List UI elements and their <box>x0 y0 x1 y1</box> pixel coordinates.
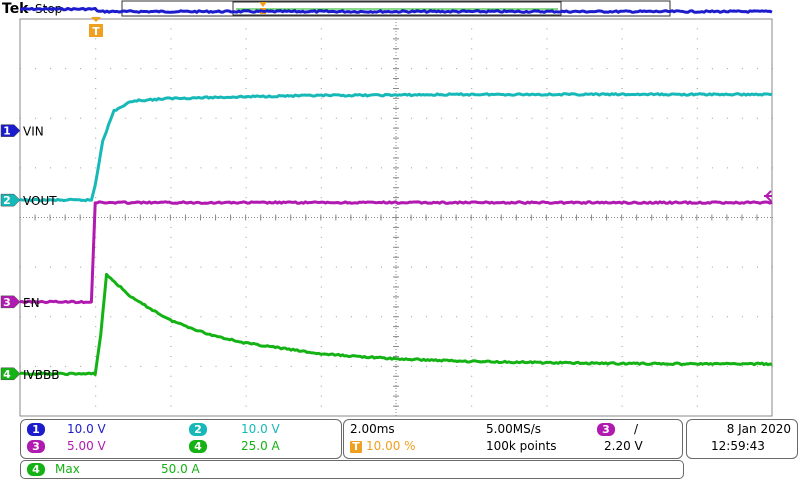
measurement-label: Max <box>55 462 80 476</box>
trigger-position-marker[interactable]: T <box>89 17 103 38</box>
ch3-marker-number: 3 <box>3 296 11 309</box>
graticule <box>19 18 773 417</box>
trigger-slope: / <box>634 422 639 436</box>
measurement-panel[interactable]: 4 Max 50.0 A <box>20 460 684 479</box>
ch2-scale: 10.0 V <box>241 422 280 436</box>
ch3-ground-marker[interactable] <box>0 295 21 309</box>
brand-logo: Tek <box>2 1 29 17</box>
ch2-badge[interactable]: 2 <box>189 423 207 436</box>
ch1-marker-number: 1 <box>3 125 11 138</box>
time: 12:59:43 <box>711 439 765 453</box>
datetime-panel: 8 Jan 2020 12:59:43 <box>686 419 798 459</box>
ch1-scale: 10.0 V <box>67 422 106 436</box>
channel-scale-panel[interactable]: 1 10.0 V 2 10.0 V 3 5.00 V 4 25.0 A <box>20 419 342 459</box>
time-scale: 2.00ms <box>350 422 395 436</box>
ch1-label: VIN <box>23 125 44 139</box>
trigger-source-badge[interactable]: 3 <box>597 423 615 436</box>
date: 8 Jan 2020 <box>726 422 791 436</box>
ch3-label: EN <box>23 296 40 310</box>
trigger-position-label: T <box>92 25 100 38</box>
measurement-value: 50.0 A <box>161 462 200 476</box>
ch1-badge[interactable]: 1 <box>27 423 45 436</box>
measurement-channel-badge: 4 <box>27 463 45 476</box>
timebase-panel[interactable]: 2.00ms 5.00MS/s 3 / T 10.00 % 100k point… <box>343 419 683 459</box>
trigger-position: 10.00 % <box>366 439 416 453</box>
ch3-badge[interactable]: 3 <box>27 440 45 453</box>
ch4-scale: 25.0 A <box>241 439 280 453</box>
center-ticks <box>19 18 773 417</box>
ch4-label: IVBBB <box>23 368 59 382</box>
ch4-ground-marker[interactable] <box>0 367 21 381</box>
trace-ivbbb <box>19 272 773 377</box>
channel-markers: 1 VIN 2 VOUT 3 EN 4 IVBBB <box>0 124 59 382</box>
trace-vout <box>19 92 773 203</box>
ch3-scale: 5.00 V <box>67 439 106 453</box>
ch2-ground-marker[interactable] <box>0 193 21 207</box>
ch4-marker-number: 4 <box>3 368 11 381</box>
trigger-level: 2.20 V <box>604 439 643 453</box>
waveform-traces <box>19 6 773 377</box>
trace-en <box>19 200 773 305</box>
ch1-ground-marker[interactable] <box>0 124 21 137</box>
ch2-label: VOUT <box>23 194 57 208</box>
trigger-position-icon: T <box>350 441 362 453</box>
sample-rate: 5.00MS/s <box>486 422 541 436</box>
ch2-marker-number: 2 <box>3 194 11 207</box>
ch4-badge[interactable]: 4 <box>189 440 207 453</box>
record-length: 100k points <box>486 439 557 453</box>
trace-vin <box>19 6 773 14</box>
